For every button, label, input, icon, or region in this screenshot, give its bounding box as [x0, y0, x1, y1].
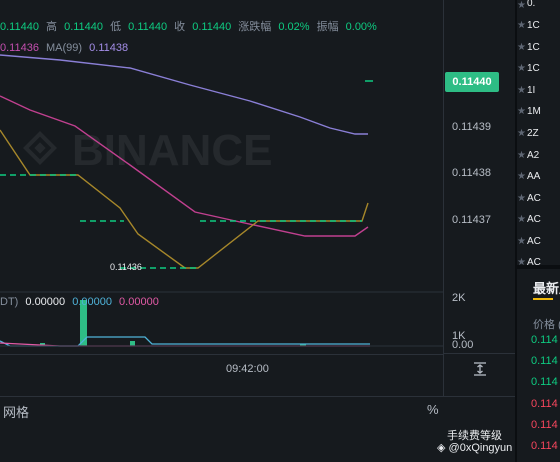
tab-underline — [533, 298, 553, 300]
change-value: 0.02% — [278, 21, 310, 33]
pair-item[interactable]: 1I — [527, 85, 536, 96]
price-axis[interactable]: 0.11439 0.11438 0.11437 2K 1K 0.00 — [443, 0, 515, 462]
trade-price: 0.114 — [531, 398, 558, 410]
volume-label: DT) — [0, 296, 19, 308]
trade-price: 0.114 — [531, 440, 558, 452]
time-axis[interactable]: 09:42:00 — [0, 354, 443, 384]
amplitude-value: 0.00% — [345, 21, 377, 33]
volume-info-row: DT) 0.00000 0.00000 0.00000 — [0, 296, 163, 312]
credit-watermark: ◈ @0xQingyun — [437, 441, 512, 454]
pair-item[interactable]: 0. — [527, 0, 536, 9]
volume-bar — [130, 341, 135, 346]
star-icon[interactable]: ★ — [517, 128, 526, 139]
last-price-tag: 0.11440 — [445, 72, 499, 92]
tab-grid[interactable]: 网格 — [3, 405, 30, 420]
pair-item[interactable]: AC — [527, 257, 541, 268]
bottom-bar: 网格 % 手续费等级 — [0, 396, 515, 462]
kline-chart[interactable]: 0.11440 高 0.11440 低 0.11440 收 0.11440 涨跌… — [0, 0, 515, 462]
price-tick: 0.11437 — [452, 214, 491, 226]
volume-value-1: 0.00000 — [25, 296, 66, 308]
auto-scale-button[interactable] — [444, 353, 515, 384]
pair-item[interactable]: 1M — [527, 106, 541, 117]
volume-value-2: 0.00000 — [72, 296, 112, 308]
pair-item[interactable]: AC — [527, 193, 541, 204]
pair-item[interactable]: 1C — [527, 20, 540, 31]
open-value: 0.11440 — [0, 21, 39, 33]
star-icon[interactable]: ★ — [517, 20, 526, 31]
price-chart-svg: BINANCE — [0, 54, 443, 347]
panel-divider — [515, 265, 560, 269]
pair-item[interactable]: AC — [527, 236, 541, 247]
volume-ma-line-blue — [0, 336, 370, 347]
amplitude-label: 振幅 — [316, 21, 339, 33]
star-icon[interactable]: ★ — [517, 42, 526, 53]
volume-bar-spike — [80, 300, 87, 346]
price-tick: 0.11439 — [452, 121, 491, 133]
trade-price: 0.114 — [531, 376, 558, 388]
star-icon[interactable]: ★ — [517, 150, 526, 161]
trade-price: 0.114 — [531, 355, 558, 367]
binance-watermark: BINANCE — [23, 126, 272, 175]
ohlc-info-row: 0.11440 高 0.11440 低 0.11440 收 0.11440 涨跌… — [0, 18, 515, 36]
time-label: 09:42:00 — [226, 363, 269, 375]
ma-long-line — [0, 54, 368, 135]
pair-item[interactable]: AA — [527, 171, 541, 182]
pair-item[interactable]: 1C — [527, 63, 540, 74]
volume-tick: 0.00 — [452, 339, 474, 351]
watermark-text: BINANCE — [72, 126, 272, 175]
fit-icon — [473, 362, 486, 376]
high-label: 高 — [46, 21, 58, 33]
price-tick: 0.11438 — [452, 167, 491, 179]
close-label: 收 — [174, 21, 186, 33]
ma-long-value: 0.11438 — [89, 42, 129, 54]
ma-short-value: 0.11436 — [0, 42, 39, 54]
trade-price: 0.114 — [531, 419, 558, 431]
recent-trades-title[interactable]: 最新成 — [533, 281, 560, 296]
market-panel: ★ 0. ★ 1C ★ 1C ★ 1C ★ 1I ★ 1M ★ 2Z ★ A2 … — [515, 0, 560, 462]
star-icon[interactable]: ★ — [517, 214, 526, 225]
star-icon[interactable]: ★ — [517, 193, 526, 204]
star-icon[interactable]: ★ — [517, 171, 526, 182]
volume-tick: 1K — [452, 330, 466, 342]
fee-level-link[interactable]: 手续费等级 — [447, 430, 502, 442]
percent-icon[interactable]: % — [427, 402, 439, 417]
ma-info-row: 0.11436 MA(99) 0.11438 — [0, 42, 132, 58]
price-column-header: 价格 ( — [533, 319, 560, 331]
pair-item[interactable]: 2Z — [527, 128, 539, 139]
trade-price: 0.114 — [531, 334, 558, 346]
volume-bar — [300, 344, 306, 346]
volume-value-3: 0.00000 — [119, 296, 159, 308]
star-icon[interactable]: ★ — [517, 236, 526, 247]
pair-item[interactable]: 1C — [527, 42, 540, 53]
pair-item[interactable]: A2 — [527, 150, 540, 161]
volume-tick: 2K — [452, 292, 466, 304]
star-icon[interactable]: ★ — [517, 106, 526, 117]
credit-text: @0xQingyun — [448, 442, 513, 454]
ma-long-label: MA(99) — [46, 42, 83, 54]
high-value: 0.11440 — [64, 21, 104, 33]
star-icon[interactable]: ★ — [517, 257, 526, 268]
ma-short-line — [0, 95, 369, 237]
diamond-icon: ◈ — [437, 442, 446, 454]
low-value: 0.11440 — [128, 21, 168, 33]
star-icon[interactable]: ★ — [517, 63, 526, 74]
close-value: 0.11440 — [192, 21, 232, 33]
pair-item[interactable]: AC — [527, 214, 541, 225]
star-icon[interactable]: ★ — [517, 0, 526, 11]
low-marker-label: 0.11436 — [110, 262, 142, 272]
star-icon[interactable]: ★ — [517, 85, 526, 96]
change-label: 涨跌幅 — [238, 21, 272, 33]
low-label: 低 — [110, 21, 122, 33]
